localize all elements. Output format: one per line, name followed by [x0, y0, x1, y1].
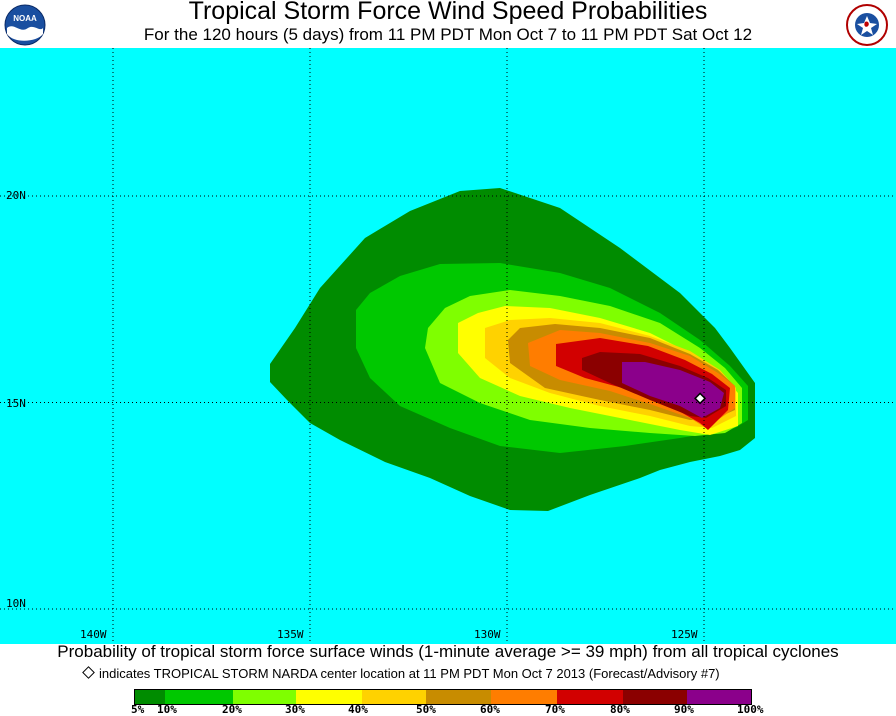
- probability-contours: [270, 188, 755, 511]
- lon-label-130w: 130W: [474, 628, 501, 641]
- noaa-logo-icon: NOAA: [4, 4, 46, 46]
- color-swatch: [135, 690, 165, 704]
- storm-center-marker: [694, 392, 707, 405]
- color-scale-label: 20%: [222, 703, 242, 716]
- lat-label-20n: 20N: [6, 189, 26, 202]
- color-swatch: [687, 690, 751, 704]
- storm-center-diamond: [694, 392, 707, 405]
- page-subtitle: For the 120 hours (5 days) from 11 PM PD…: [143, 25, 753, 44]
- header: NOAA Tropical Storm Force Wind Speed Pro…: [0, 0, 896, 48]
- color-scale-label: 90%: [674, 703, 694, 716]
- nws-logo-icon: [846, 4, 888, 46]
- page-title: Tropical Storm Force Wind Speed Probabil…: [188, 0, 708, 25]
- lat-lon-grid: [0, 48, 896, 644]
- color-scale-label: 10%: [157, 703, 177, 716]
- storm-center-note: indicates TROPICAL STORM NARDA center lo…: [82, 666, 720, 681]
- color-swatch: [491, 690, 557, 704]
- lat-label-10n: 10N: [6, 597, 26, 610]
- color-scale-label: 60%: [480, 703, 500, 716]
- lon-label-125w: 125W: [671, 628, 698, 641]
- color-scale-label: 70%: [545, 703, 565, 716]
- map-canvas: [0, 48, 896, 644]
- color-scale-label: 30%: [285, 703, 305, 716]
- footer: Probability of tropical storm force surf…: [0, 642, 896, 716]
- probability-note: Probability of tropical storm force surf…: [57, 642, 839, 661]
- color-scale-label: 80%: [610, 703, 630, 716]
- color-scale-label: 100%: [737, 703, 764, 716]
- color-swatch: [233, 690, 296, 704]
- color-swatch: [362, 690, 426, 704]
- lat-label-15n: 15N: [6, 397, 26, 410]
- lon-label-135w: 135W: [277, 628, 304, 641]
- noaa-logo-text: NOAA: [13, 14, 37, 23]
- color-swatch: [426, 690, 491, 704]
- color-scale-label: 50%: [416, 703, 436, 716]
- contour-90-percent: [622, 362, 724, 418]
- color-scale-label: 40%: [348, 703, 368, 716]
- color-swatch: [296, 690, 362, 704]
- storm-center-note-text: indicates TROPICAL STORM NARDA center lo…: [99, 666, 720, 681]
- color-swatch: [165, 690, 233, 704]
- diamond-icon: [82, 666, 95, 679]
- probability-map: 20N 15N 10N 140W 135W 130W 125W: [0, 48, 896, 644]
- color-swatch: [623, 690, 687, 704]
- probability-color-scale: [134, 689, 752, 705]
- lon-label-140w: 140W: [80, 628, 107, 641]
- color-scale-label: 5%: [131, 703, 145, 716]
- color-swatch: [557, 690, 623, 704]
